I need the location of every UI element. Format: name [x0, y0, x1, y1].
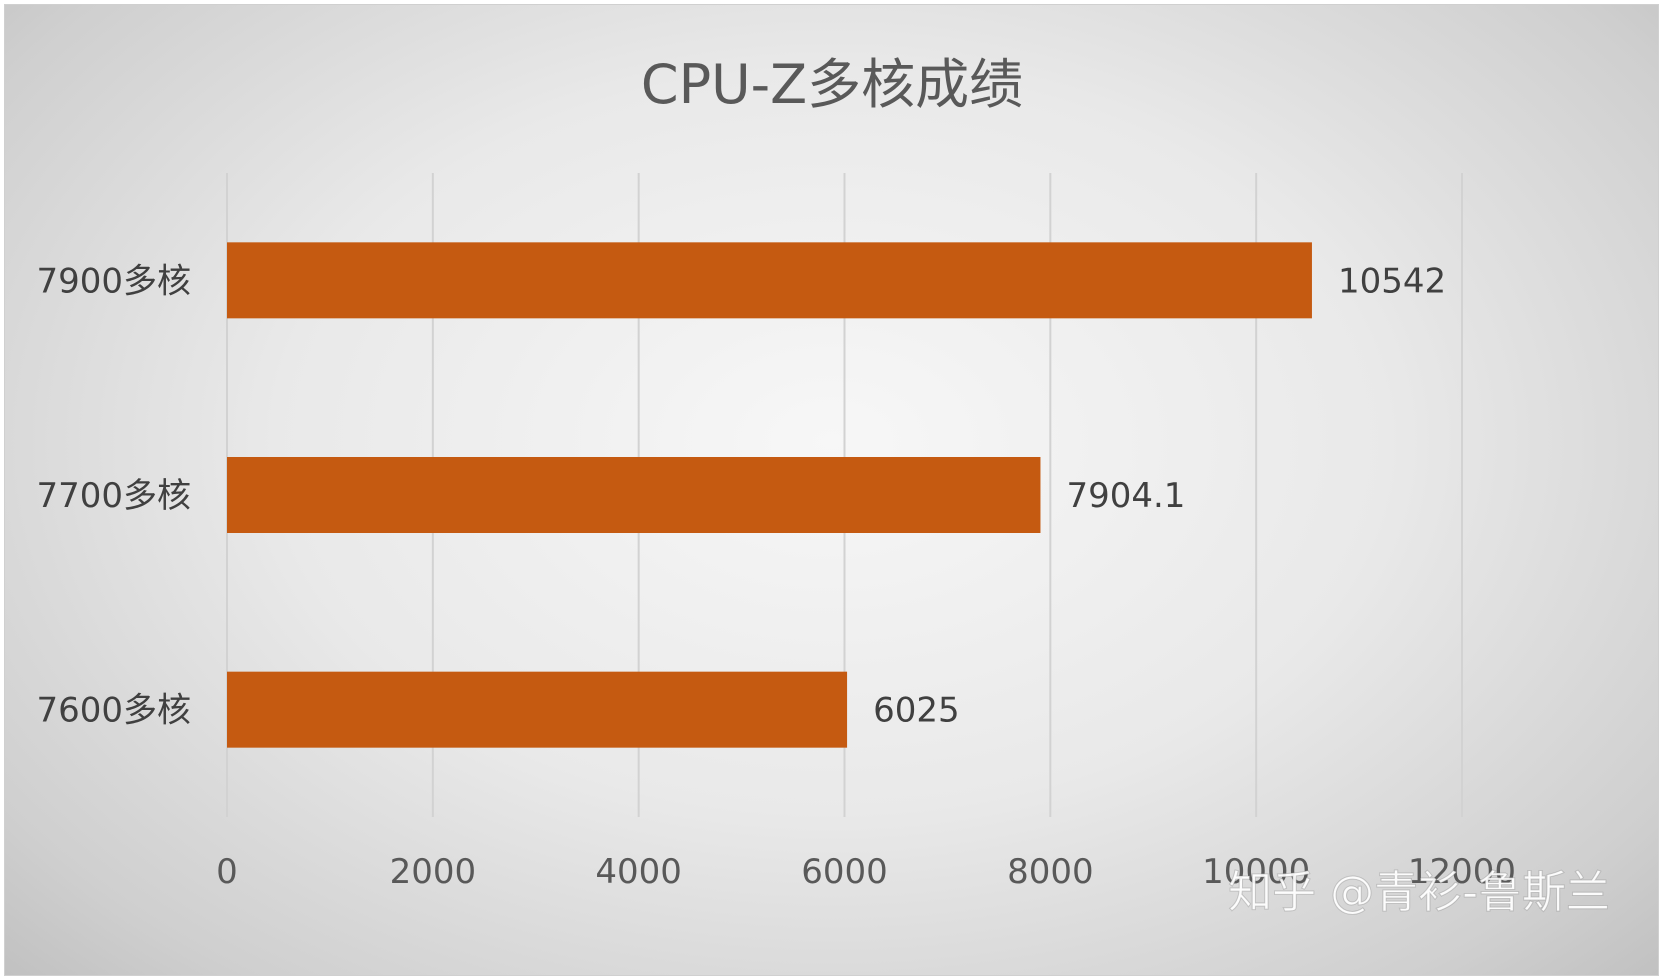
category-label: 7700多核: [36, 476, 191, 516]
x-tick-label: 8000: [1007, 852, 1094, 892]
bars: [227, 242, 1312, 748]
x-tick-label: 10000: [1202, 852, 1310, 892]
bar-7600多核: [227, 671, 848, 748]
chart-title: CPU-Z多核成绩: [641, 53, 1023, 116]
category-label: 7600多核: [36, 691, 191, 731]
labels: 0 2000 4000 6000 8000 10000 12000 7900多核 10542 77…: [36, 261, 1516, 892]
x-tick-label: 4000: [595, 852, 682, 892]
watermark-text: 知乎 @青衫-鲁斯兰: [1228, 867, 1610, 918]
x-tick-label: 0: [216, 852, 238, 892]
bar-7700多核: [227, 457, 1041, 533]
data-label: 10542: [1338, 261, 1446, 301]
bar-chart: CPU-Z多核成绩 0 2000 4000 6000 8000 10000 12000 790…: [36, 53, 1610, 919]
x-tick-label: 2000: [390, 852, 477, 892]
data-label: 6025: [873, 691, 960, 731]
bar-7900多核: [227, 242, 1312, 319]
category-label: 7900多核: [36, 261, 191, 301]
chart-area: CPU-Z多核成绩 0 2000 4000 6000 8000 10000 12000 790…: [4, 4, 1659, 976]
x-tick-label: 12000: [1408, 852, 1516, 892]
data-label: 7904.1: [1066, 476, 1185, 516]
x-tick-label: 6000: [801, 852, 888, 892]
